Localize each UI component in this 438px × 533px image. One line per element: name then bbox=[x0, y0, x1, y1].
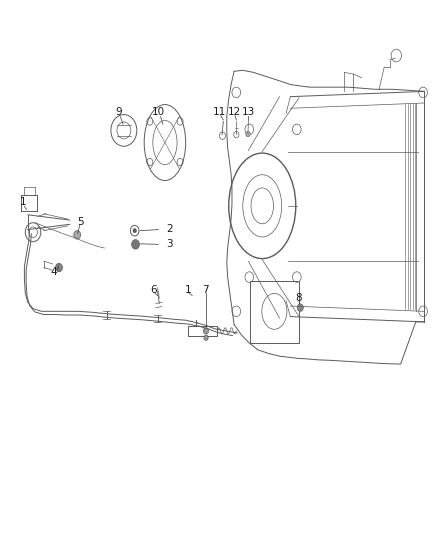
Text: 5: 5 bbox=[77, 217, 84, 227]
Circle shape bbox=[132, 240, 139, 249]
Text: 4: 4 bbox=[50, 267, 57, 277]
Circle shape bbox=[133, 229, 136, 233]
Circle shape bbox=[56, 263, 63, 272]
Text: 6: 6 bbox=[150, 285, 156, 295]
Circle shape bbox=[246, 132, 250, 137]
Text: 13: 13 bbox=[242, 107, 255, 117]
Text: 1: 1 bbox=[20, 197, 27, 207]
Text: 12: 12 bbox=[227, 107, 241, 117]
Text: 11: 11 bbox=[212, 107, 226, 117]
Text: 3: 3 bbox=[166, 239, 173, 249]
Bar bbox=[250, 281, 299, 343]
Circle shape bbox=[297, 304, 304, 311]
Circle shape bbox=[204, 335, 208, 341]
Text: 7: 7 bbox=[202, 285, 208, 295]
Bar bbox=[188, 326, 217, 336]
Text: 9: 9 bbox=[115, 108, 122, 117]
Text: 2: 2 bbox=[166, 223, 173, 233]
Circle shape bbox=[74, 231, 81, 239]
Text: 1: 1 bbox=[184, 285, 191, 295]
Text: 10: 10 bbox=[152, 108, 165, 117]
Circle shape bbox=[203, 328, 208, 334]
Text: 8: 8 bbox=[296, 293, 302, 303]
